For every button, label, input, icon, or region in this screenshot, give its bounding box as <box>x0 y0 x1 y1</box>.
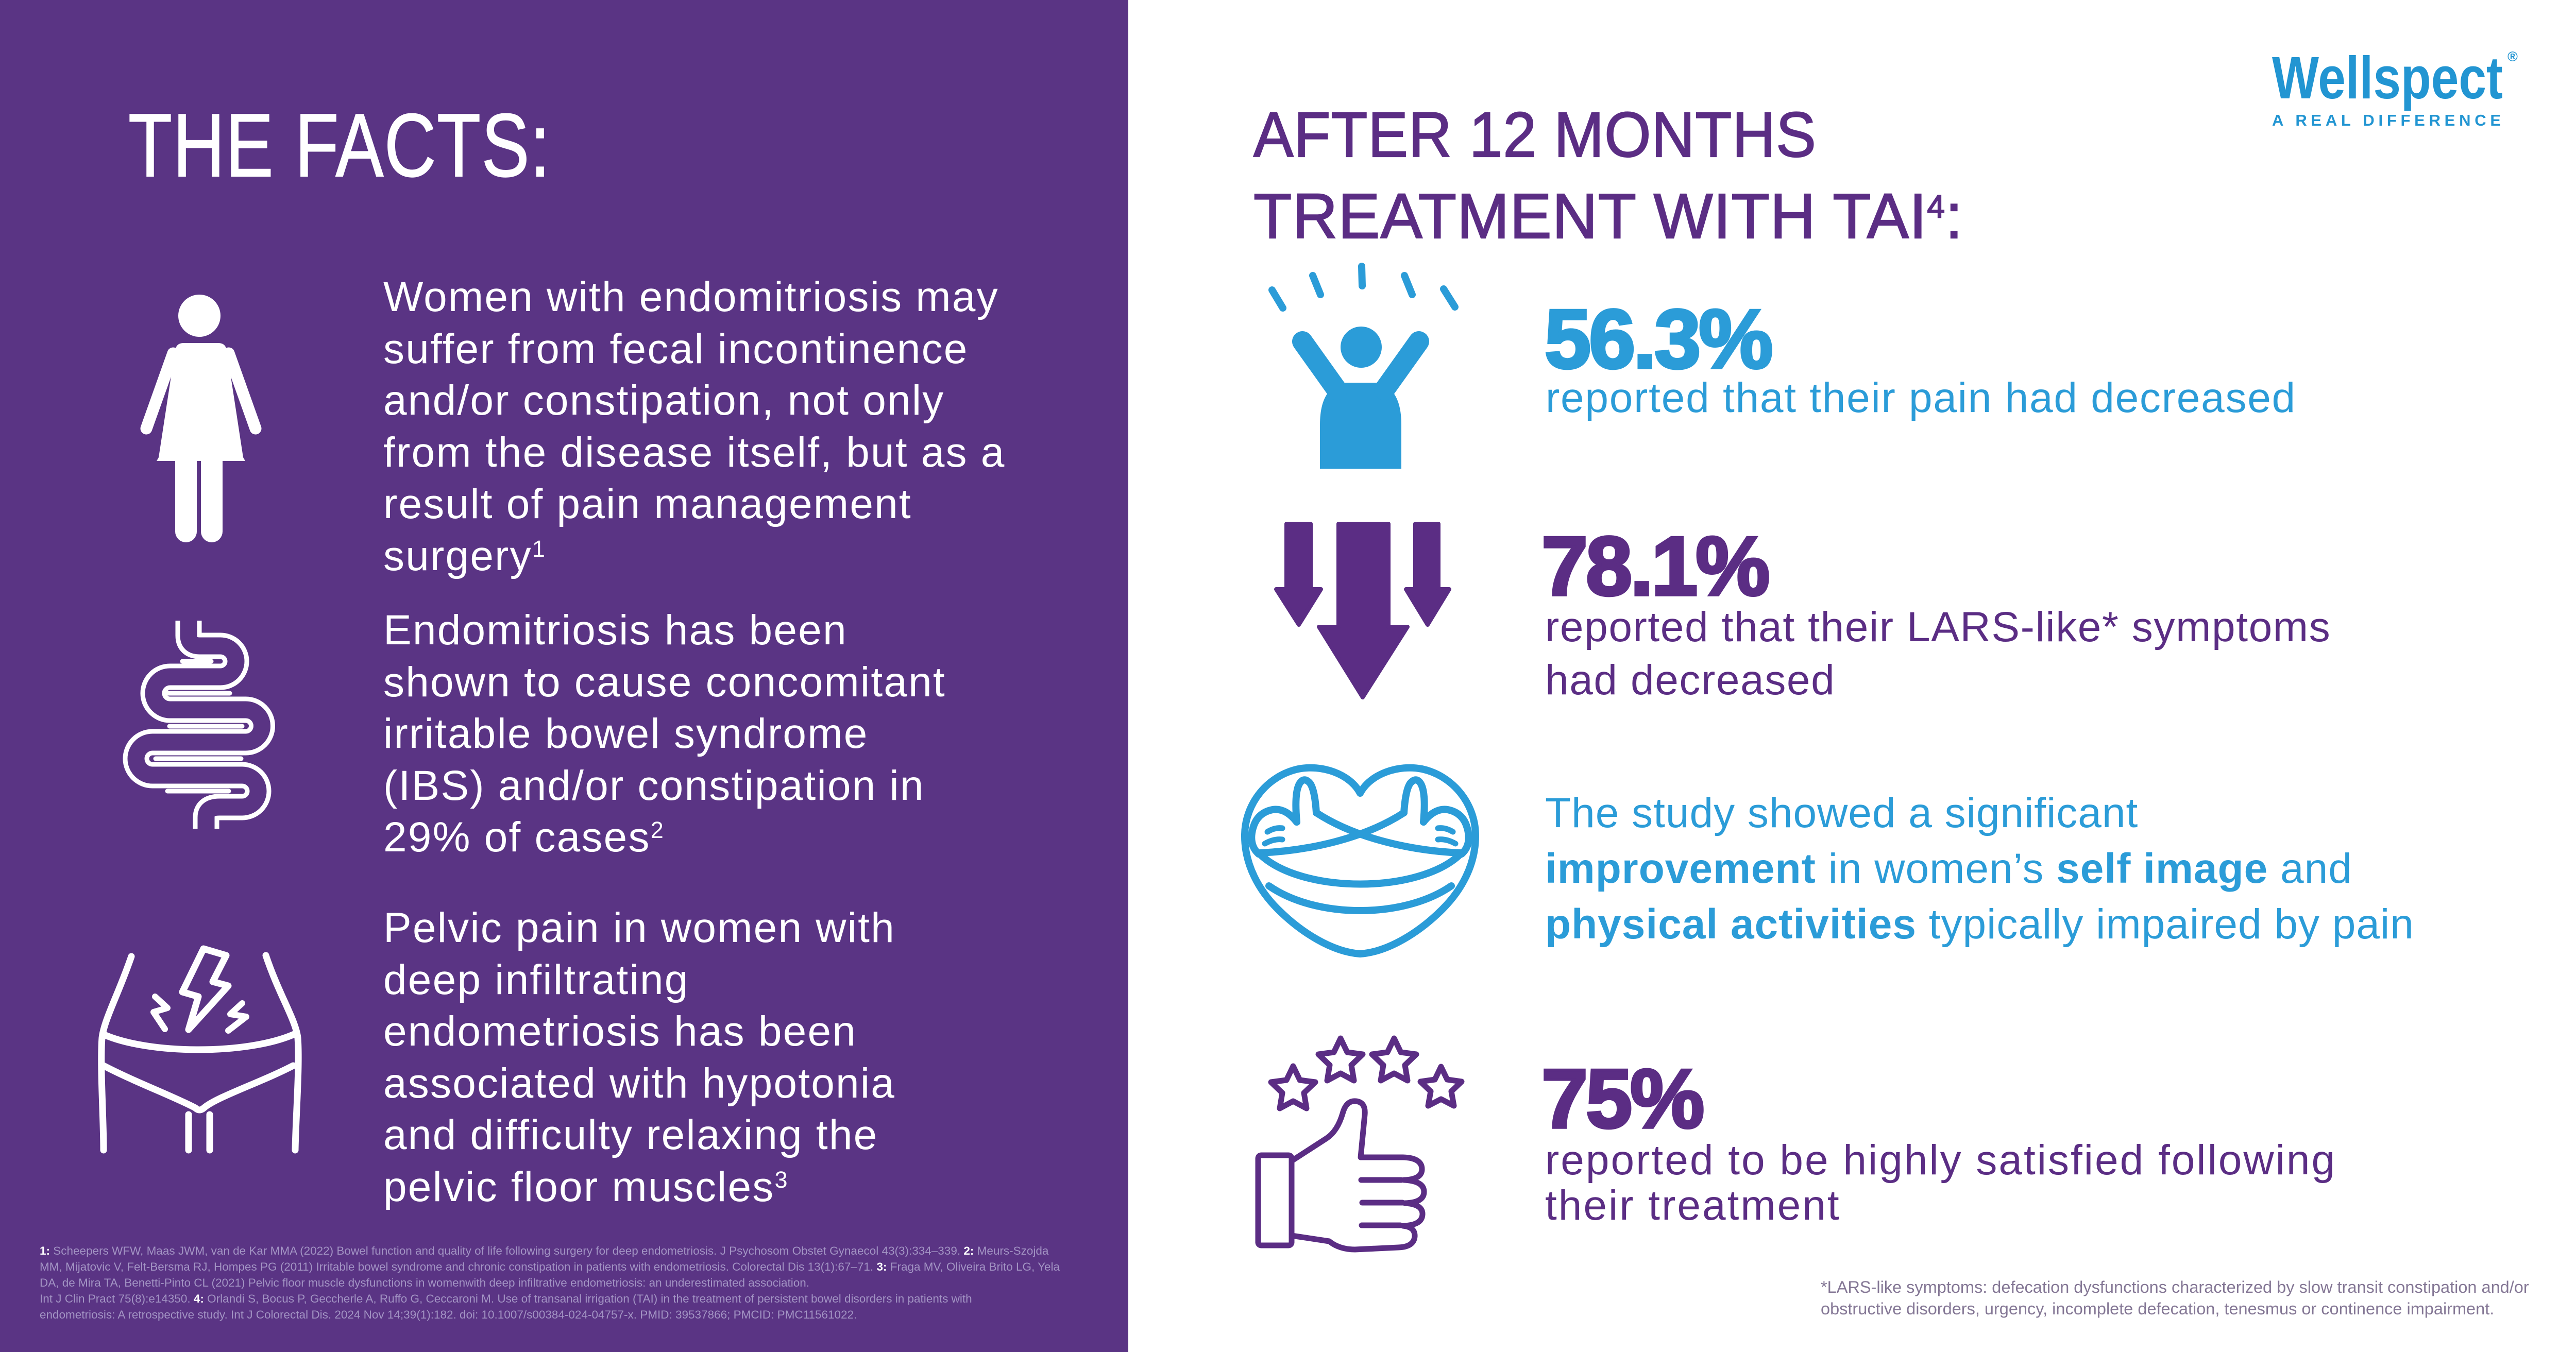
svg-text:®: ® <box>2507 49 2518 64</box>
svg-text:Wellspect: Wellspect <box>2272 45 2503 111</box>
svg-text:A REAL DIFFERENCE: A REAL DIFFERENCE <box>2272 111 2501 129</box>
